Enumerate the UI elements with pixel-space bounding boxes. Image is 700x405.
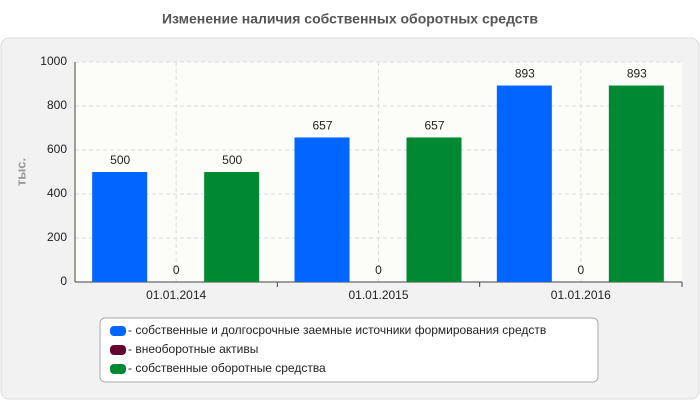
bar <box>92 172 148 282</box>
x-tick-label: 01.01.2016 <box>551 288 611 302</box>
data-label: 893 <box>627 67 647 81</box>
data-label: 893 <box>515 67 535 81</box>
chart-title: Изменение наличия собственных оборотных … <box>162 11 538 27</box>
legend <box>99 317 599 383</box>
data-label: 0 <box>173 263 180 277</box>
legend-swatch <box>110 326 126 336</box>
legend-label: - собственные оборотные средства <box>128 361 326 375</box>
data-label: 0 <box>375 263 382 277</box>
bar <box>204 172 260 282</box>
bar <box>294 137 350 282</box>
legend-label: - внеоборотные активы <box>128 342 258 356</box>
y-tick-label: 0 <box>60 274 67 288</box>
legend-swatch <box>110 364 126 374</box>
y-tick-label: 400 <box>47 186 67 200</box>
legend-swatch <box>110 345 126 355</box>
y-tick-label: 1000 <box>40 54 67 68</box>
x-tick-label: 01.01.2015 <box>348 288 408 302</box>
bar <box>608 85 664 282</box>
plot-area <box>75 62 682 282</box>
legend-label: - собственные и долгосрочные заемные ист… <box>128 323 546 337</box>
y-axis-label: тыс. <box>13 158 28 186</box>
data-label: 500 <box>222 153 242 167</box>
bar <box>406 137 462 282</box>
y-tick-label: 200 <box>47 230 67 244</box>
data-label: 657 <box>424 119 444 133</box>
data-label: 657 <box>312 119 332 133</box>
data-label: 0 <box>577 263 584 277</box>
y-tick-label: 800 <box>47 98 67 112</box>
bar <box>496 85 552 282</box>
x-tick-label: 01.01.2014 <box>146 288 206 302</box>
y-tick-label: 600 <box>47 142 67 156</box>
data-label: 500 <box>110 153 130 167</box>
